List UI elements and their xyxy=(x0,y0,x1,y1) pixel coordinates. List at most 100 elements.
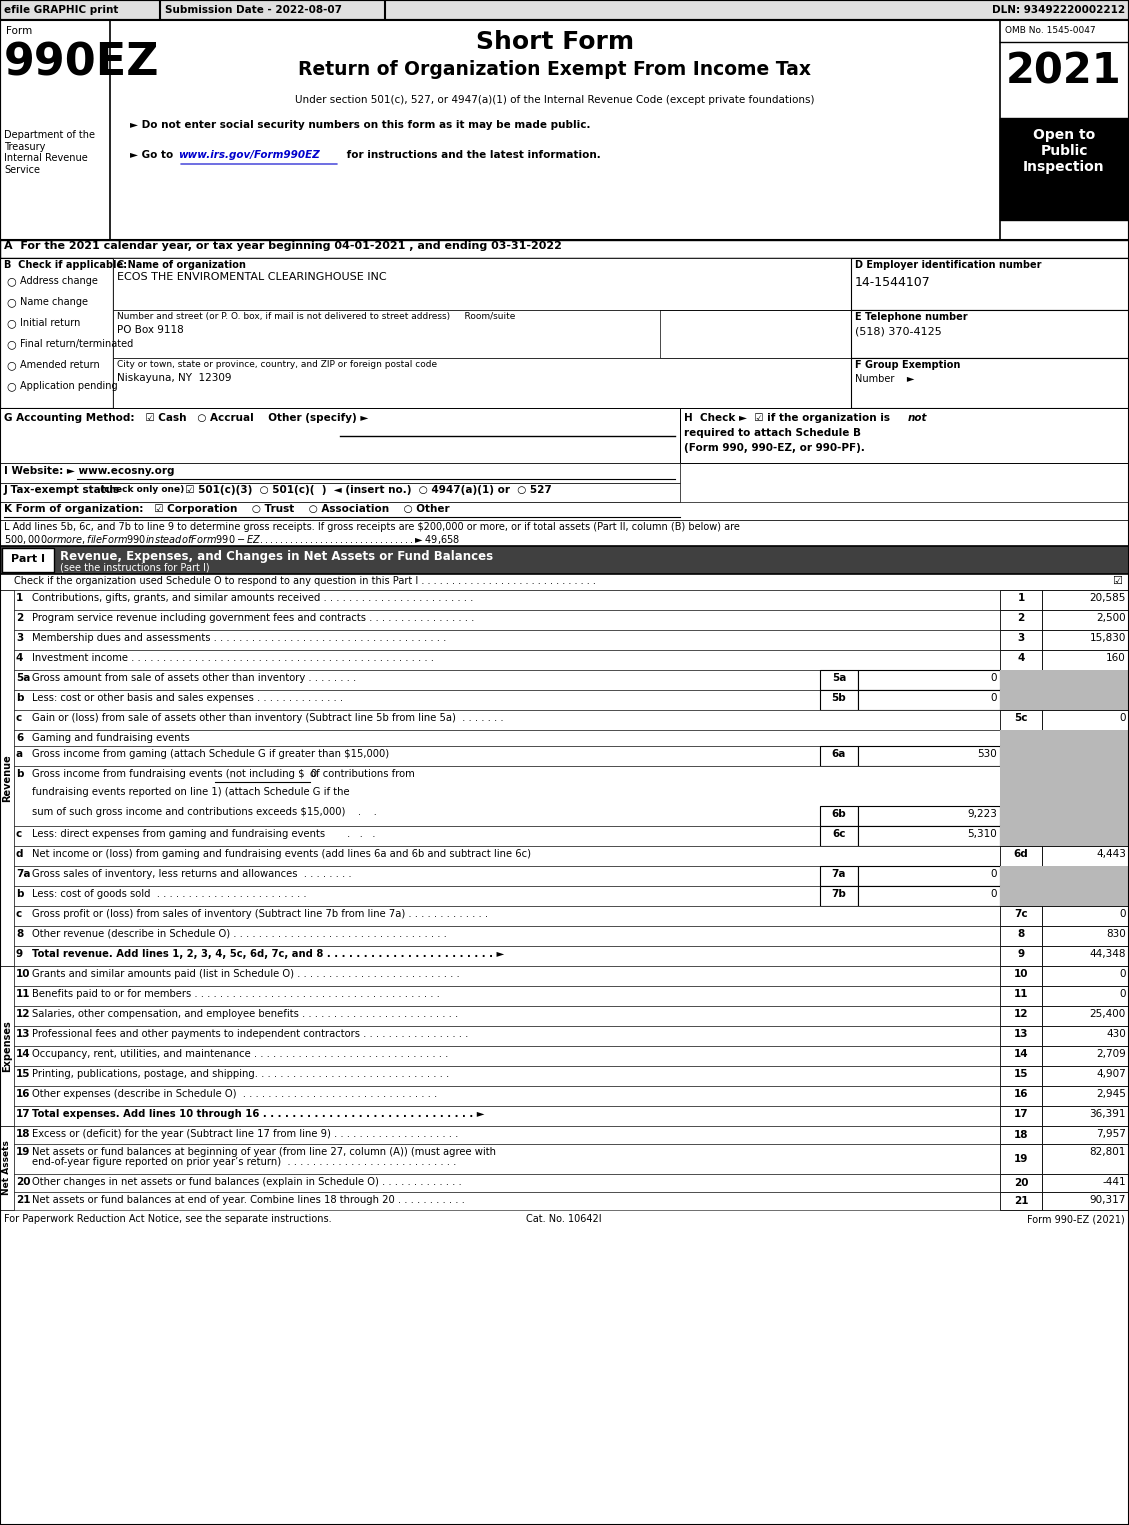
Text: 8: 8 xyxy=(16,929,24,939)
Text: Less: cost of goods sold  . . . . . . . . . . . . . . . . . . . . . . . .: Less: cost of goods sold . . . . . . . .… xyxy=(32,889,307,900)
Text: ○: ○ xyxy=(6,360,16,371)
Text: a: a xyxy=(16,749,23,759)
Bar xyxy=(858,886,1000,906)
Text: 6d: 6d xyxy=(1014,849,1029,859)
Bar xyxy=(858,866,1000,886)
Text: C Name of organization: C Name of organization xyxy=(117,259,246,270)
Bar xyxy=(0,258,113,409)
Bar xyxy=(820,827,858,846)
Bar xyxy=(851,358,1129,409)
Text: $500,000 or more, file Form 990 instead of Form 990-EZ . . . . . . . . . . . . .: $500,000 or more, file Form 990 instead … xyxy=(5,534,460,546)
Bar xyxy=(0,965,14,1125)
Text: DLN: 93492220002212: DLN: 93492220002212 xyxy=(992,5,1124,15)
Text: Open to
Public
Inspection: Open to Public Inspection xyxy=(1023,128,1105,174)
Text: Gain or (loss) from sale of assets other than inventory (Subtract line 5b from l: Gain or (loss) from sale of assets other… xyxy=(32,714,504,723)
Bar xyxy=(820,886,858,906)
Bar xyxy=(0,20,1129,239)
Text: 2,945: 2,945 xyxy=(1096,1089,1126,1100)
Text: 6b: 6b xyxy=(832,808,847,819)
Text: 3: 3 xyxy=(1017,633,1025,644)
Bar xyxy=(0,827,1129,846)
Text: 16: 16 xyxy=(1014,1089,1029,1100)
Text: ☑ 501(c)(3)  ○ 501(c)(  )  ◄ (insert no.)  ○ 4947(a)(1) or  ○ 527: ☑ 501(c)(3) ○ 501(c)( ) ◄ (insert no.) ○… xyxy=(178,485,552,496)
Text: 16: 16 xyxy=(16,1089,30,1100)
Text: Salaries, other compensation, and employee benefits . . . . . . . . . . . . . . : Salaries, other compensation, and employ… xyxy=(32,1010,458,1019)
Bar xyxy=(1042,630,1129,650)
Bar xyxy=(1000,1066,1042,1086)
Bar xyxy=(1042,1066,1129,1086)
Text: 44,348: 44,348 xyxy=(1089,949,1126,959)
Text: 990EZ: 990EZ xyxy=(5,43,159,85)
Text: ► Do not enter social security numbers on this form as it may be made public.: ► Do not enter social security numbers o… xyxy=(130,120,590,130)
Bar xyxy=(851,310,1129,358)
Text: 14: 14 xyxy=(16,1049,30,1058)
Text: Gross sales of inventory, less returns and allowances  . . . . . . . .: Gross sales of inventory, less returns a… xyxy=(32,869,351,878)
Bar xyxy=(0,483,680,502)
Bar xyxy=(1000,866,1129,886)
Text: b: b xyxy=(16,692,24,703)
Text: 12: 12 xyxy=(16,1010,30,1019)
Text: Initial return: Initial return xyxy=(20,319,80,328)
Bar xyxy=(1042,1144,1129,1174)
Bar xyxy=(1042,926,1129,946)
Text: Benefits paid to or for members . . . . . . . . . . . . . . . . . . . . . . . . : Benefits paid to or for members . . . . … xyxy=(32,990,440,999)
Bar xyxy=(858,746,1000,766)
Text: not: not xyxy=(908,413,928,422)
Bar xyxy=(0,1144,1129,1174)
Bar xyxy=(1000,1125,1042,1144)
Bar xyxy=(820,669,858,689)
Text: d: d xyxy=(16,849,24,859)
Text: c: c xyxy=(16,909,23,920)
Text: Contributions, gifts, grants, and similar amounts received . . . . . . . . . . .: Contributions, gifts, grants, and simila… xyxy=(32,593,473,602)
Bar xyxy=(0,1193,1129,1209)
Text: Membership dues and assessments . . . . . . . . . . . . . . . . . . . . . . . . : Membership dues and assessments . . . . … xyxy=(32,633,446,644)
Bar xyxy=(1000,987,1042,1007)
Bar xyxy=(113,258,851,409)
Text: 7,957: 7,957 xyxy=(1096,1128,1126,1139)
Bar xyxy=(1042,1006,1129,1026)
Bar xyxy=(113,310,851,358)
Text: Gross income from fundraising events (not including $  0: Gross income from fundraising events (no… xyxy=(32,769,317,779)
Text: 25,400: 25,400 xyxy=(1089,1010,1126,1019)
Text: 7b: 7b xyxy=(832,889,847,900)
Text: -441: -441 xyxy=(1102,1177,1126,1186)
Bar xyxy=(0,1174,1129,1193)
Text: Program service revenue including government fees and contracts . . . . . . . . : Program service revenue including govern… xyxy=(32,613,474,624)
Text: Occupancy, rent, utilities, and maintenance . . . . . . . . . . . . . . . . . . : Occupancy, rent, utilities, and maintena… xyxy=(32,1049,448,1058)
Bar xyxy=(858,807,1000,827)
Text: Gross amount from sale of assets other than inventory . . . . . . . .: Gross amount from sale of assets other t… xyxy=(32,673,357,683)
Text: ○: ○ xyxy=(6,276,16,287)
Text: 6c: 6c xyxy=(832,830,846,839)
Text: Form: Form xyxy=(6,26,33,37)
Bar xyxy=(1000,906,1042,926)
Text: Part I: Part I xyxy=(11,554,45,564)
Text: Net Assets: Net Assets xyxy=(2,1141,11,1196)
Text: 12: 12 xyxy=(1014,1010,1029,1019)
Text: 830: 830 xyxy=(1106,929,1126,939)
Text: 5b: 5b xyxy=(832,692,847,703)
Text: 1: 1 xyxy=(1017,593,1025,602)
Bar xyxy=(1042,987,1129,1007)
Text: Excess or (deficit) for the year (Subtract line 17 from line 9) . . . . . . . . : Excess or (deficit) for the year (Subtra… xyxy=(32,1128,458,1139)
Bar xyxy=(1042,946,1129,965)
Bar xyxy=(0,0,1129,20)
Text: 7a: 7a xyxy=(16,869,30,878)
Bar xyxy=(680,409,1129,464)
Bar xyxy=(820,807,858,827)
Text: Gross income from gaming (attach Schedule G if greater than $15,000): Gross income from gaming (attach Schedul… xyxy=(32,749,390,759)
Bar xyxy=(1042,711,1129,730)
Text: Net income or (loss) from gaming and fundraising events (add lines 6a and 6b and: Net income or (loss) from gaming and fun… xyxy=(32,849,531,859)
Text: G Accounting Method:   ☑ Cash   ○ Accrual    Other (specify) ►: G Accounting Method: ☑ Cash ○ Accrual Ot… xyxy=(5,413,368,422)
Bar xyxy=(1042,590,1129,610)
Bar xyxy=(0,711,1129,730)
Text: 20: 20 xyxy=(16,1177,30,1186)
Bar xyxy=(1000,1106,1042,1125)
Text: Niskayuna, NY  12309: Niskayuna, NY 12309 xyxy=(117,374,231,383)
Text: OMB No. 1545-0047: OMB No. 1545-0047 xyxy=(1005,26,1095,35)
Text: for instructions and the latest information.: for instructions and the latest informat… xyxy=(343,149,601,160)
Text: Cat. No. 10642I: Cat. No. 10642I xyxy=(526,1214,602,1225)
Bar xyxy=(1042,610,1129,630)
Bar xyxy=(1042,846,1129,866)
Text: 19: 19 xyxy=(16,1147,30,1157)
Bar xyxy=(1000,689,1129,711)
